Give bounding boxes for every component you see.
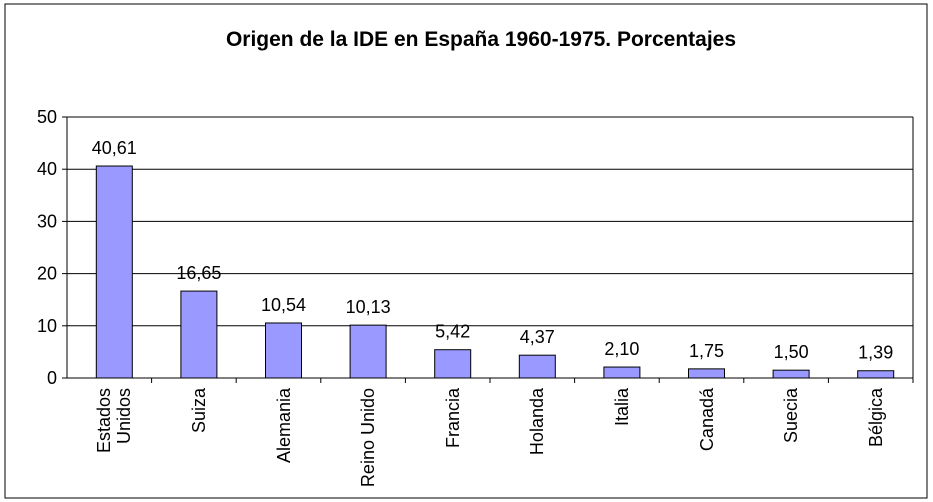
y-tick-label: 10 bbox=[37, 316, 57, 336]
x-tick-label: Suecia bbox=[781, 388, 802, 444]
bar bbox=[603, 366, 641, 379]
y-tick-label: 0 bbox=[47, 368, 57, 388]
bar bbox=[180, 290, 218, 379]
chart-title: Origen de la IDE en España 1960-1975. Po… bbox=[226, 28, 736, 51]
y-tick-label: 50 bbox=[37, 107, 57, 127]
x-tick-label: Estados Unidos bbox=[94, 388, 135, 454]
x-tick-label: Holanda bbox=[527, 388, 548, 456]
value-label: 10,13 bbox=[346, 297, 391, 317]
x-tick-label: Alemania bbox=[273, 388, 294, 464]
x-tick-label: Francia bbox=[442, 388, 463, 449]
value-label: 16,65 bbox=[176, 263, 221, 283]
value-label: 4,37 bbox=[520, 327, 555, 347]
bar bbox=[518, 354, 556, 379]
x-tick-label: Canadá bbox=[696, 388, 717, 452]
chart-border bbox=[4, 3, 928, 499]
x-tick-label: Reino Unido bbox=[358, 388, 379, 488]
y-tick-label: 40 bbox=[37, 159, 57, 179]
value-label: 1,39 bbox=[858, 343, 893, 363]
x-tick-label: Suiza bbox=[188, 388, 209, 434]
bar bbox=[772, 369, 810, 379]
value-label: 5,42 bbox=[435, 322, 470, 342]
bar bbox=[688, 368, 725, 379]
value-label: 1,75 bbox=[689, 341, 724, 361]
x-tick-label: Bélgica bbox=[865, 388, 886, 448]
value-label: 2,10 bbox=[604, 339, 639, 359]
bar bbox=[95, 165, 133, 379]
y-tick-label: 30 bbox=[37, 211, 57, 231]
bar bbox=[349, 324, 387, 379]
bar bbox=[265, 322, 302, 379]
value-label: 40,61 bbox=[92, 138, 137, 158]
value-label: 10,54 bbox=[261, 295, 306, 315]
value-label: 1,50 bbox=[774, 342, 809, 362]
bar bbox=[434, 349, 472, 379]
bar bbox=[857, 370, 895, 379]
y-tick-label: 20 bbox=[37, 264, 57, 284]
x-tick-label: Italia bbox=[611, 388, 632, 427]
